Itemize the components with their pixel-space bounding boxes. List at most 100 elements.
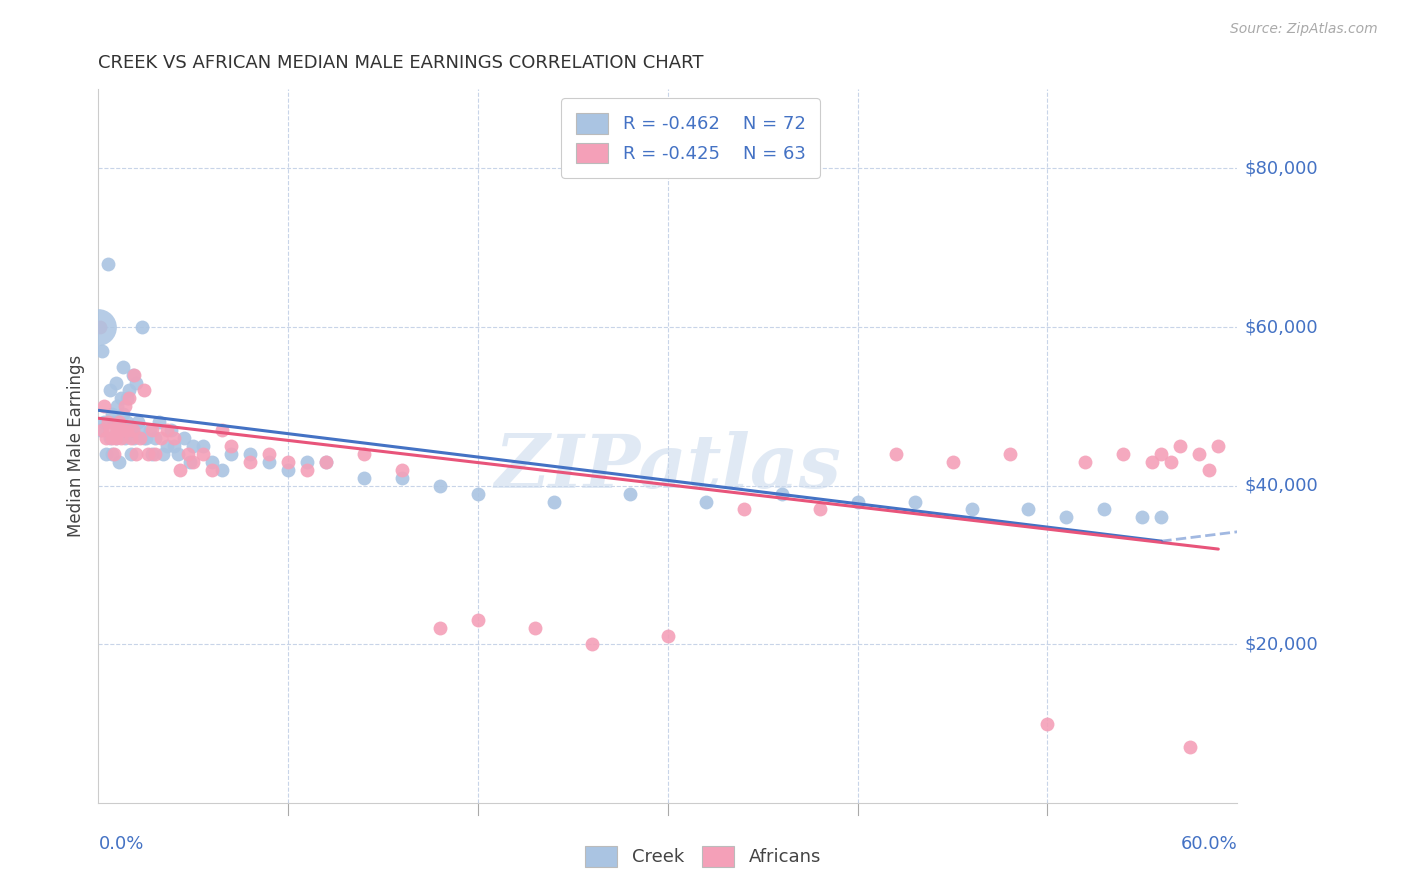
Text: $60,000: $60,000 [1244, 318, 1319, 336]
Point [110, 392, 132, 406]
Point [152, 447, 174, 461]
Text: Source: ZipAtlas.com: Source: ZipAtlas.com [1230, 22, 1378, 37]
Point [1208, 439, 1230, 453]
Point [107, 400, 129, 414]
Text: $40,000: $40,000 [1244, 476, 1319, 495]
Point [107, 423, 129, 437]
Point [1112, 447, 1135, 461]
Text: $80,000: $80,000 [1244, 160, 1319, 178]
Point [1160, 455, 1182, 469]
Point [120, 447, 142, 461]
Point [150, 431, 173, 445]
Point [156, 423, 179, 437]
Point [107, 423, 129, 437]
Point [100, 447, 122, 461]
Point [467, 486, 489, 500]
Point [1018, 502, 1040, 516]
Point [277, 455, 299, 469]
Point [543, 494, 565, 508]
Point [115, 392, 138, 406]
Point [183, 439, 205, 453]
Point [87, 320, 110, 334]
Point [1170, 439, 1192, 453]
Point [1198, 463, 1220, 477]
Point [884, 447, 907, 461]
Point [125, 447, 148, 461]
Point [89, 423, 111, 437]
Point [176, 447, 198, 461]
Point [770, 486, 793, 500]
Point [1140, 455, 1163, 469]
Point [91, 423, 114, 437]
Point [141, 423, 163, 437]
Point [112, 407, 135, 421]
Text: 0.0%: 0.0% [98, 835, 143, 853]
Point [221, 439, 243, 453]
Point [1132, 510, 1154, 524]
Point [97, 415, 120, 429]
Point [108, 455, 131, 469]
Point [191, 439, 214, 453]
Point [173, 431, 195, 445]
Point [201, 455, 224, 469]
Point [1150, 447, 1173, 461]
Point [163, 439, 186, 453]
Point [846, 494, 869, 508]
Point [98, 384, 121, 398]
Point [115, 415, 138, 429]
Point [619, 486, 641, 500]
Point [121, 368, 143, 382]
Point [110, 431, 132, 445]
Point [114, 423, 136, 437]
Point [1178, 740, 1201, 755]
Point [124, 368, 146, 382]
Text: CREEK VS AFRICAN MEDIAN MALE EARNINGS CORRELATION CHART: CREEK VS AFRICAN MEDIAN MALE EARNINGS CO… [98, 54, 704, 72]
Point [1150, 510, 1173, 524]
Point [657, 629, 679, 643]
Point [121, 423, 143, 437]
Point [94, 431, 117, 445]
Point [94, 447, 117, 461]
Point [115, 423, 138, 437]
Point [156, 439, 179, 453]
Point [211, 423, 233, 437]
Point [159, 423, 181, 437]
Point [124, 431, 146, 445]
Point [100, 431, 122, 445]
Point [125, 376, 148, 390]
Point [391, 463, 413, 477]
Point [120, 431, 142, 445]
Point [145, 431, 167, 445]
Point [100, 407, 122, 421]
Point [91, 343, 114, 358]
Point [808, 502, 831, 516]
Point [89, 320, 111, 334]
Legend: R = -0.462    N = 72, R = -0.425    N = 63: R = -0.462 N = 72, R = -0.425 N = 63 [561, 98, 820, 178]
Text: $20,000: $20,000 [1244, 635, 1319, 653]
Point [103, 447, 125, 461]
Point [942, 455, 965, 469]
Point [114, 431, 136, 445]
Point [201, 463, 224, 477]
Point [132, 431, 155, 445]
Point [118, 392, 141, 406]
Point [1094, 502, 1116, 516]
Point [132, 384, 155, 398]
Point [127, 415, 149, 429]
Point [391, 471, 413, 485]
Point [353, 471, 375, 485]
Point [239, 447, 262, 461]
Point [135, 431, 157, 445]
Point [183, 455, 205, 469]
Point [191, 447, 214, 461]
Point [733, 502, 755, 516]
Point [581, 637, 603, 651]
Text: 60.0%: 60.0% [1181, 835, 1237, 853]
Point [467, 614, 489, 628]
Point [259, 447, 281, 461]
Point [103, 415, 125, 429]
Point [110, 423, 132, 437]
Point [315, 455, 337, 469]
Point [141, 447, 163, 461]
Point [104, 376, 127, 390]
